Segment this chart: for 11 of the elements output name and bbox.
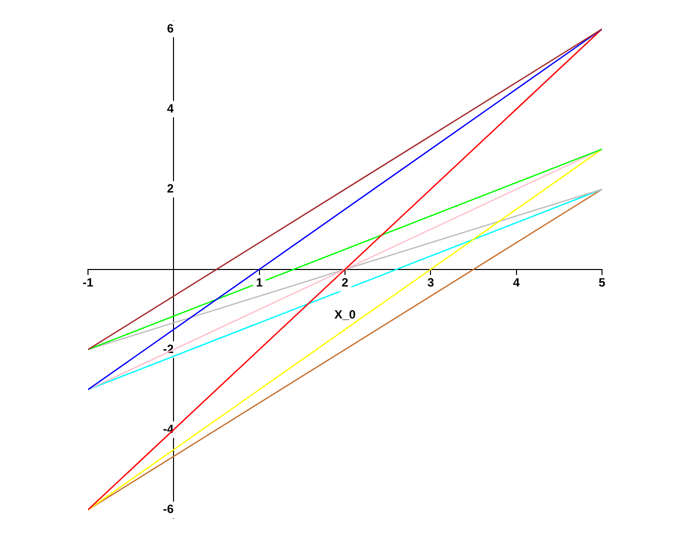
x-axis-title: X_0: [334, 308, 356, 322]
x-tick-label: 4: [512, 276, 520, 290]
y-tick-label: -6: [162, 502, 174, 516]
x-tick-label: 1: [256, 276, 263, 290]
y-tick-label: 2: [166, 182, 174, 196]
x-tick-label: -1: [82, 276, 94, 290]
x-tick-label: 3: [427, 276, 434, 290]
x-tick-label: 2: [342, 276, 349, 290]
x-tick-label: 5: [598, 276, 606, 290]
y-tick-label: 4: [166, 101, 174, 116]
y-tick-label: 6: [166, 21, 174, 36]
